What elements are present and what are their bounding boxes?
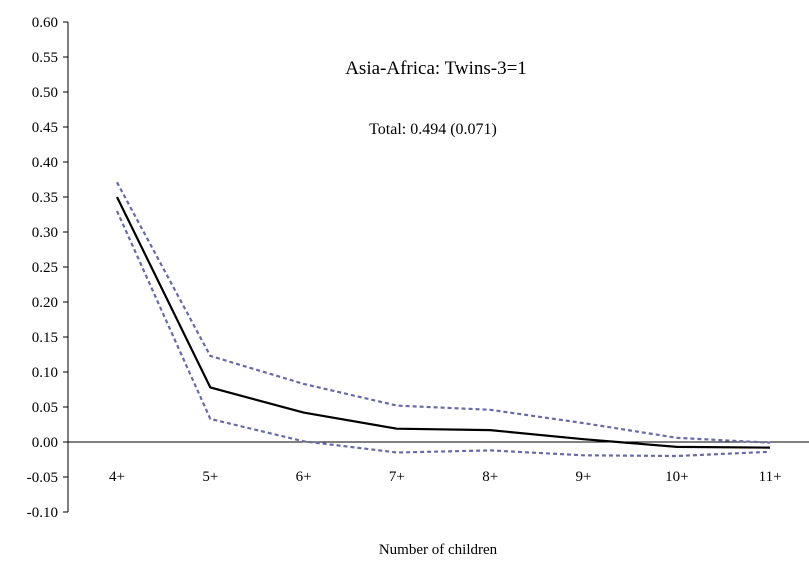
- labels: Asia-Africa: Twins-3=1 Total: 0.494 (0.0…: [345, 58, 527, 558]
- x-tick-label: 4+: [109, 469, 125, 485]
- x-tick-label: 10+: [665, 469, 688, 485]
- y-tick-label: 0.45: [32, 120, 58, 136]
- y-tick-label: 0.40: [32, 155, 58, 171]
- axes: -0.10 -0.05 0.00 0.05 0.10 0.15 0.20 0.25 0.30 0.…: [27, 15, 809, 521]
- y-tick-label: 0.00: [32, 435, 58, 451]
- x-tick-label: 6+: [296, 469, 312, 485]
- x-tick-label: 11+: [759, 469, 782, 485]
- x-tick-label: 7+: [389, 469, 405, 485]
- y-tick-label: -0.05: [27, 470, 58, 486]
- series-line-estimate: [116, 196, 771, 449]
- series-line-upper: [116, 181, 771, 444]
- x-tick-label: 5+: [202, 469, 218, 485]
- y-tick-label: 0.55: [32, 50, 58, 66]
- chart-annotation-title: Asia-Africa: Twins-3=1: [345, 58, 527, 79]
- y-tick-label: 0.35: [32, 190, 58, 206]
- x-axis-title: Number of children: [379, 542, 498, 558]
- series-line-lower: [115, 210, 771, 458]
- y-tick-label: 0.15: [32, 330, 58, 346]
- series-layer: [115, 181, 771, 458]
- y-tick-label: 0.10: [32, 365, 58, 381]
- y-tick-label: 0.25: [32, 260, 58, 276]
- y-tick-label: 0.05: [32, 400, 58, 416]
- y-tick-label: -0.10: [27, 505, 58, 521]
- y-tick-label: 0.60: [32, 15, 58, 31]
- x-tick-label: 9+: [576, 469, 592, 485]
- x-tick-label: 8+: [482, 469, 498, 485]
- y-tick-label: 0.50: [32, 85, 58, 101]
- chart-annotation-total: Total: 0.494 (0.071): [369, 121, 497, 138]
- y-tick-label: 0.20: [32, 295, 58, 311]
- y-tick-label: 0.30: [32, 225, 58, 241]
